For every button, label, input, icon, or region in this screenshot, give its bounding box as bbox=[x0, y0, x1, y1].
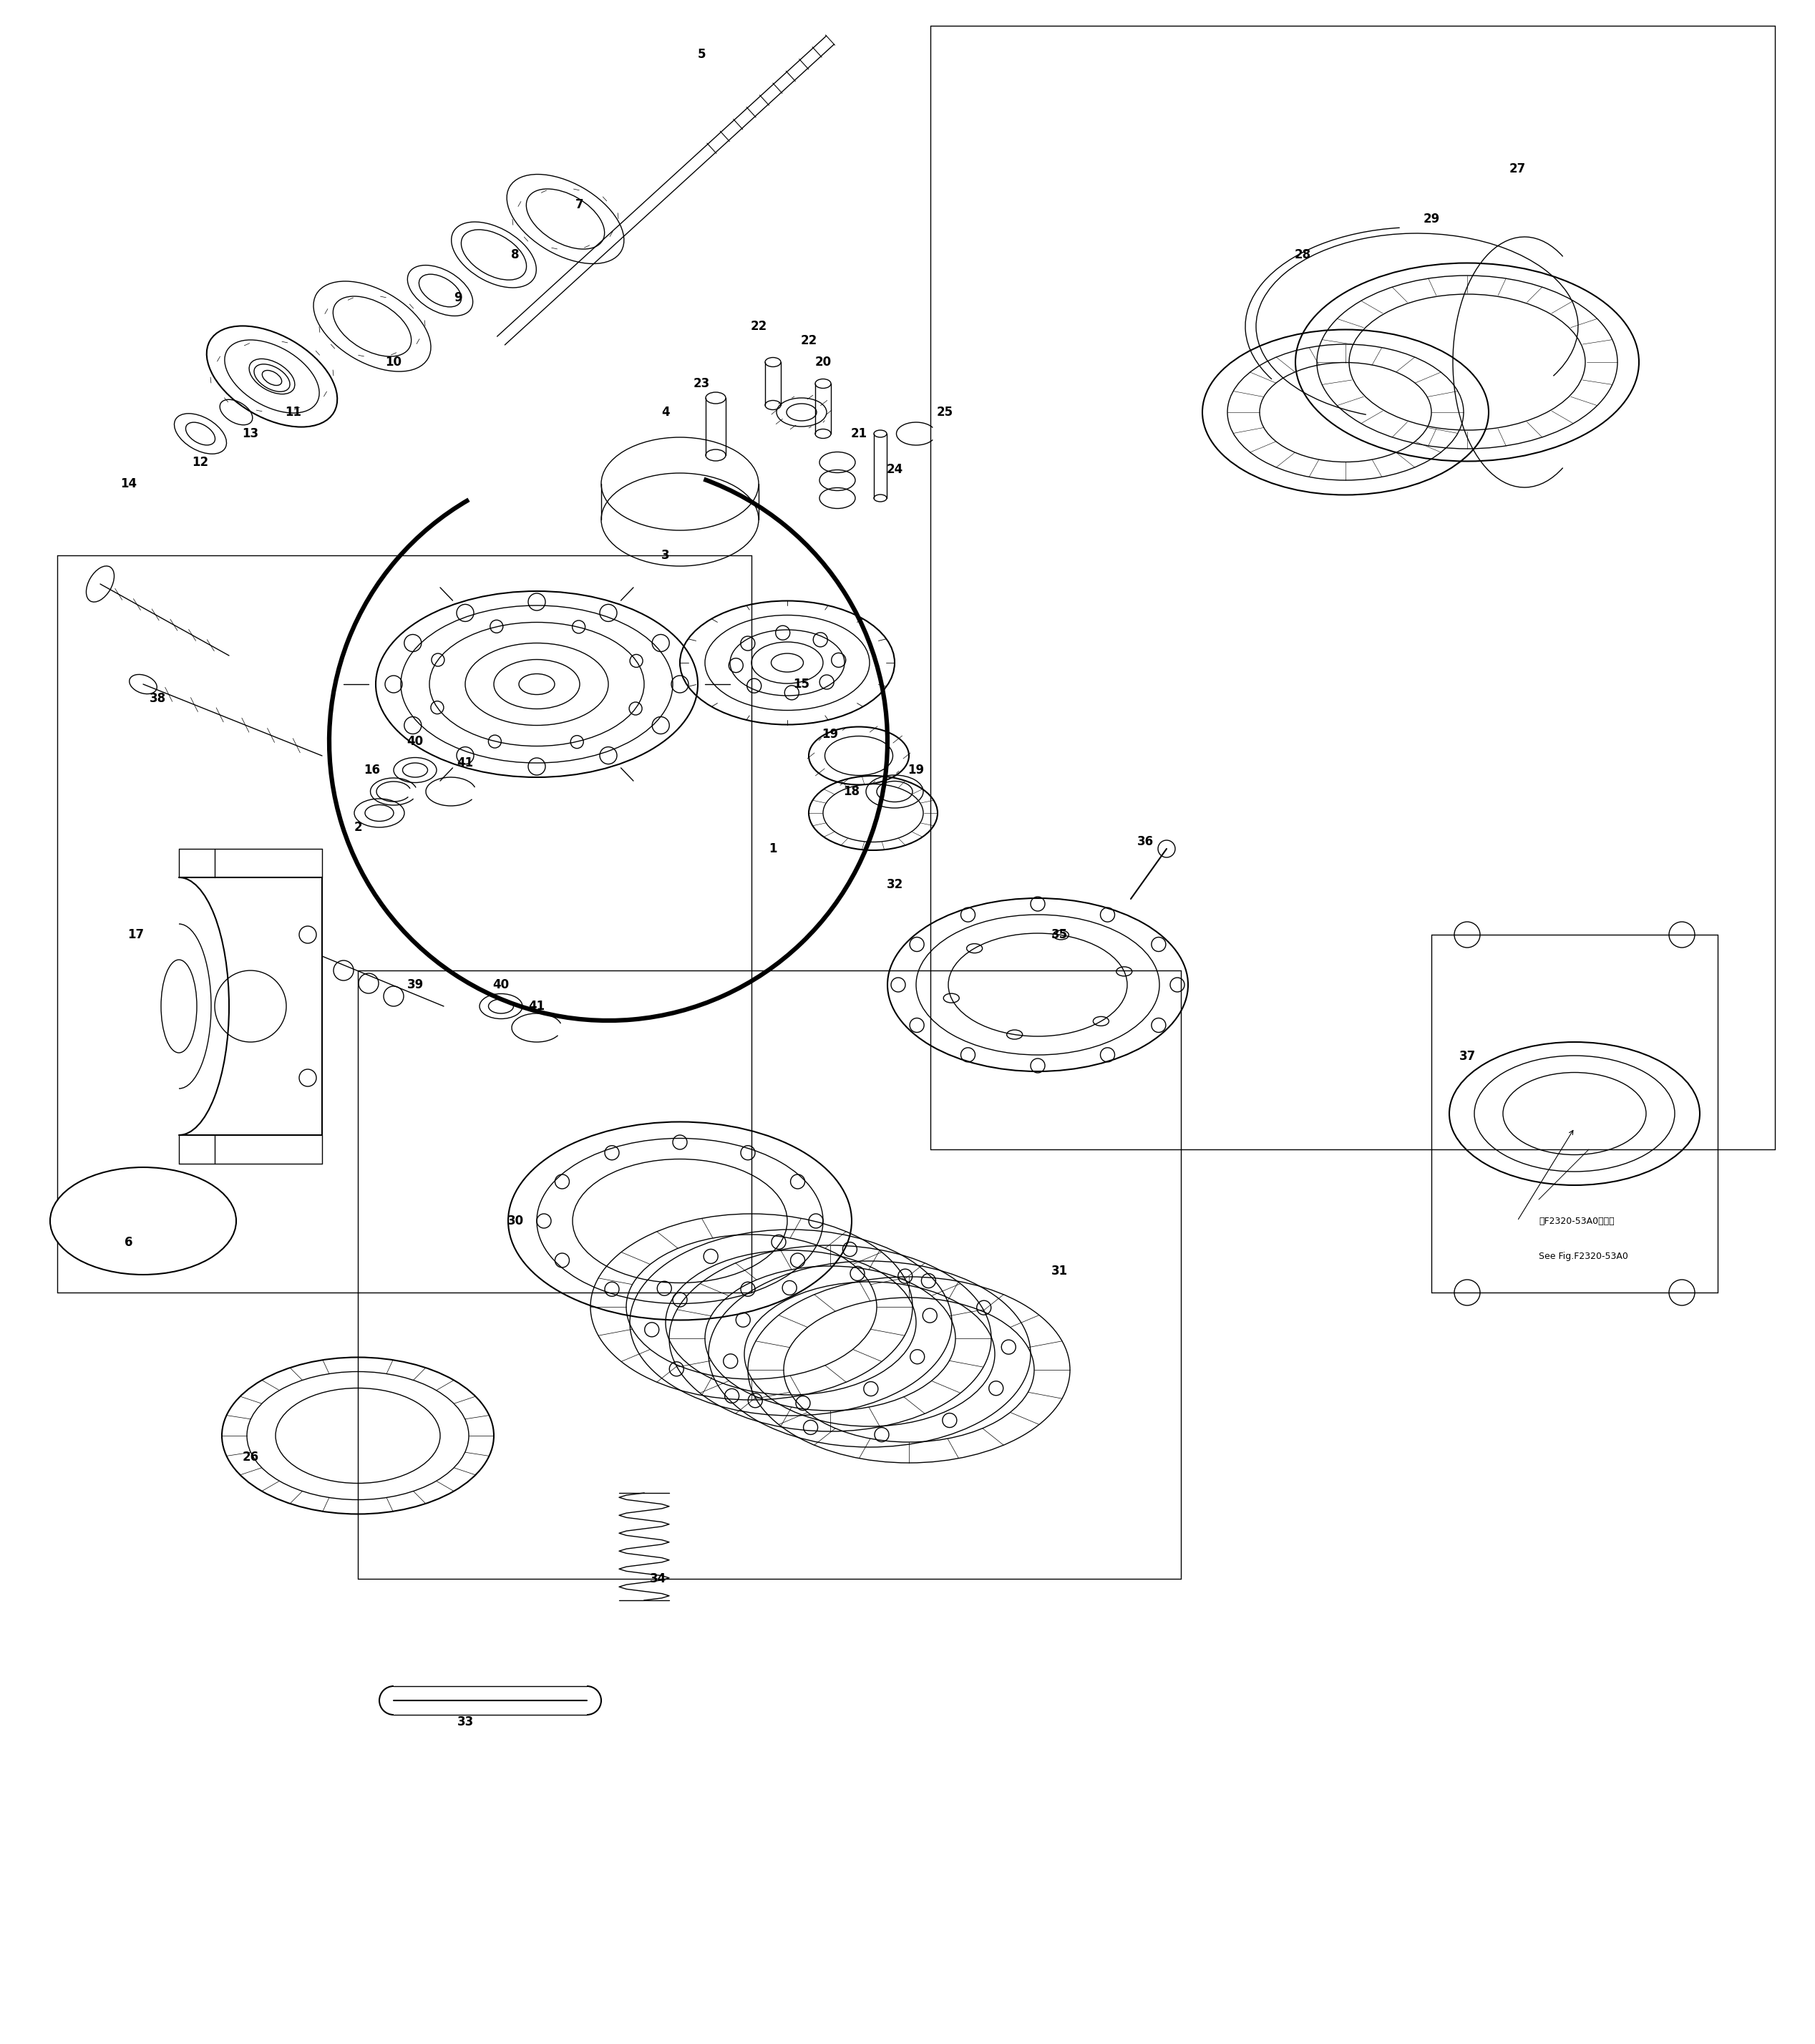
Text: 41: 41 bbox=[457, 756, 474, 769]
Text: 第F2320-53A0図参照: 第F2320-53A0図参照 bbox=[1539, 1216, 1614, 1226]
Text: 15: 15 bbox=[793, 679, 809, 691]
Text: 10: 10 bbox=[385, 356, 401, 368]
Text: 35: 35 bbox=[1051, 928, 1067, 940]
Text: 27: 27 bbox=[1508, 161, 1526, 176]
Text: 19: 19 bbox=[908, 764, 924, 777]
Text: 39: 39 bbox=[407, 979, 423, 991]
Text: 25: 25 bbox=[937, 407, 953, 419]
Text: 19: 19 bbox=[822, 728, 839, 740]
Text: 26: 26 bbox=[241, 1451, 260, 1464]
Text: 40: 40 bbox=[407, 736, 423, 748]
Text: 22: 22 bbox=[800, 335, 817, 347]
Ellipse shape bbox=[51, 1167, 236, 1275]
Text: 5: 5 bbox=[697, 47, 706, 61]
Text: 28: 28 bbox=[1294, 247, 1310, 262]
Text: 30: 30 bbox=[506, 1214, 523, 1226]
Text: 32: 32 bbox=[886, 879, 902, 891]
Text: 2: 2 bbox=[354, 822, 361, 834]
Text: 18: 18 bbox=[844, 785, 860, 797]
Text: 24: 24 bbox=[886, 464, 902, 476]
Text: 7: 7 bbox=[575, 198, 584, 211]
Text: 41: 41 bbox=[528, 1000, 544, 1012]
Text: 1: 1 bbox=[770, 842, 777, 854]
Text: 6: 6 bbox=[125, 1237, 132, 1249]
Text: 11: 11 bbox=[285, 407, 301, 419]
Text: 40: 40 bbox=[492, 979, 510, 991]
Text: 23: 23 bbox=[693, 378, 710, 390]
Text: 36: 36 bbox=[1136, 836, 1153, 848]
Text: 37: 37 bbox=[1459, 1051, 1476, 1063]
Text: 14: 14 bbox=[120, 478, 138, 491]
Text: 3: 3 bbox=[661, 550, 670, 562]
Text: 12: 12 bbox=[192, 456, 209, 468]
Text: 20: 20 bbox=[815, 356, 831, 368]
Text: 13: 13 bbox=[241, 427, 260, 439]
Text: 8: 8 bbox=[512, 247, 519, 262]
Text: 38: 38 bbox=[149, 693, 165, 705]
Text: 4: 4 bbox=[661, 407, 670, 419]
Text: 31: 31 bbox=[1051, 1265, 1067, 1278]
Text: 21: 21 bbox=[851, 427, 868, 439]
Text: 16: 16 bbox=[365, 764, 381, 777]
Text: 17: 17 bbox=[127, 928, 143, 940]
Text: 29: 29 bbox=[1423, 213, 1439, 225]
Text: 33: 33 bbox=[457, 1715, 474, 1729]
Text: 22: 22 bbox=[750, 321, 768, 333]
Text: See Fig.F2320-53A0: See Fig.F2320-53A0 bbox=[1539, 1253, 1628, 1261]
Text: 9: 9 bbox=[454, 292, 463, 305]
Text: 34: 34 bbox=[650, 1572, 666, 1586]
